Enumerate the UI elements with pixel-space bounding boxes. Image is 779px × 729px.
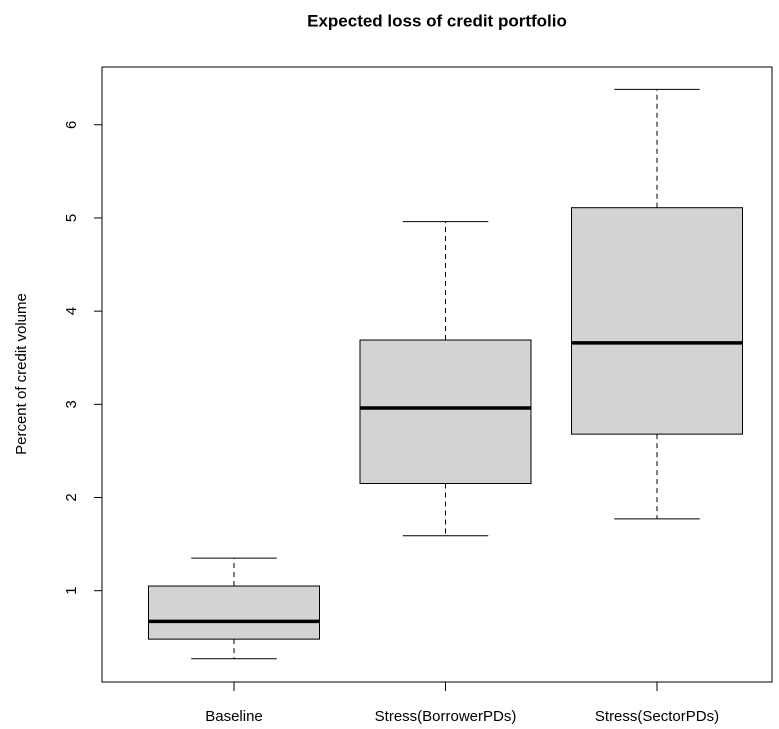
- y-tick-label: 3: [63, 400, 80, 408]
- y-axis-label: Percent of credit volume: [13, 293, 30, 455]
- x-tick-label: Stress(BorrowerPDs): [375, 708, 517, 725]
- y-tick-label: 6: [63, 121, 80, 129]
- y-tick-label: 2: [63, 493, 80, 501]
- x-tick-label: Baseline: [205, 708, 263, 725]
- x-tick-label: Stress(SectorPDs): [595, 708, 719, 725]
- y-tick-label: 4: [63, 307, 80, 315]
- box: [359, 339, 532, 485]
- y-tick-label: 1: [63, 587, 80, 595]
- y-tick-label: 5: [63, 214, 80, 222]
- box: [148, 585, 320, 640]
- box: [571, 207, 743, 435]
- chart-title: Expected loss of credit portfolio: [307, 11, 567, 30]
